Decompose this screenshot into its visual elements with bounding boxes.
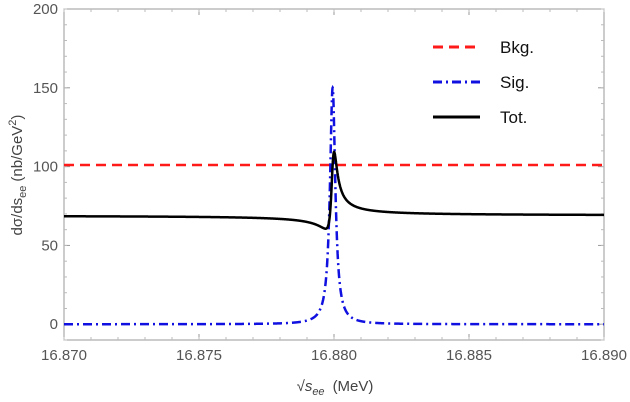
x-axis-label: √see (MeV) — [297, 378, 374, 398]
y-tick-label: 50 — [41, 237, 58, 254]
x-tick-label: 16.870 — [41, 347, 87, 364]
y-tick-label: 200 — [33, 1, 58, 18]
series-tot-line — [64, 150, 604, 230]
legend-label-sig: Sig. — [500, 73, 529, 92]
x-tick-label: 16.885 — [446, 347, 492, 364]
x-tick-label: 16.875 — [176, 347, 222, 364]
y-axis-label: dσ/dsee(nb/GeV2) — [7, 115, 29, 236]
plot-area: 16.870 16.875 16.880 16.885 16.890 0 50 100 150 2… — [33, 1, 627, 364]
y-tick-label: 150 — [33, 80, 58, 97]
y-tick-label: 0 — [50, 316, 58, 333]
legend-label-bkg: Bkg. — [500, 38, 534, 57]
legend: Bkg. Sig. Tot. — [433, 38, 534, 127]
y-tick-label: 100 — [33, 159, 58, 176]
x-tick-label: 16.890 — [581, 347, 627, 364]
series-sig-line — [64, 84, 604, 326]
x-tick-label: 16.880 — [311, 347, 357, 364]
legend-label-tot: Tot. — [500, 108, 527, 127]
